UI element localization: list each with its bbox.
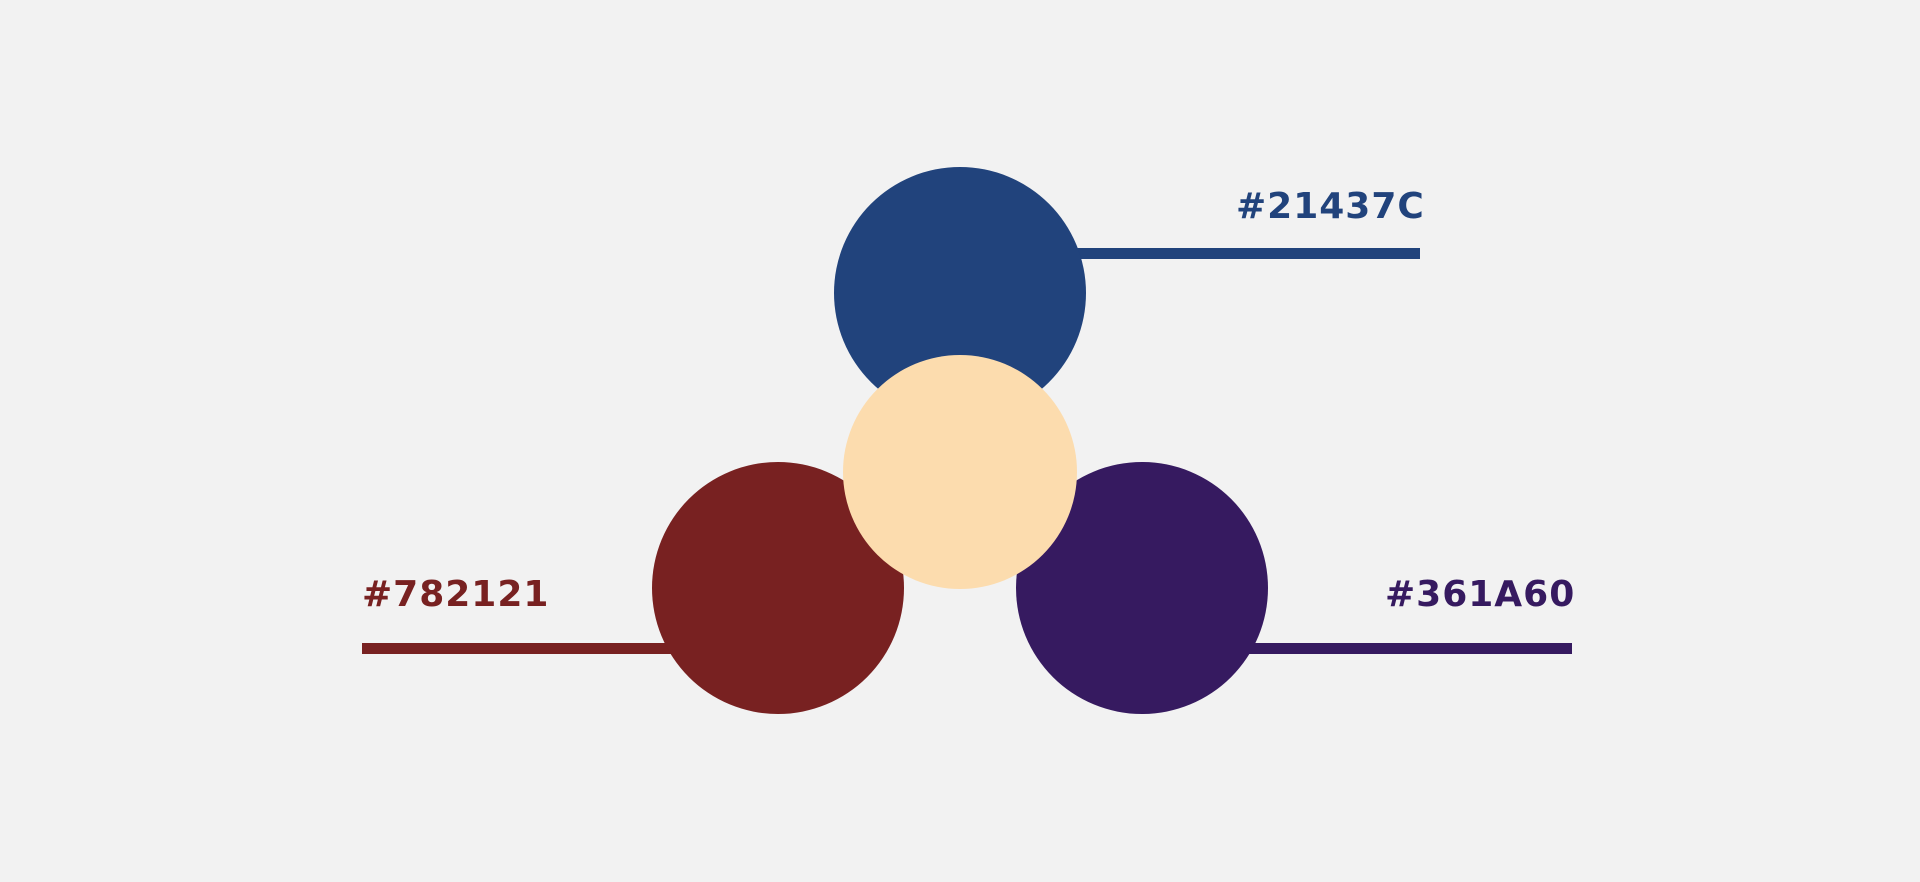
center-swatch-circle [843,355,1077,589]
purple-hex-label: #361A60 [1385,574,1576,615]
purple-swatch-line [1240,643,1572,654]
red-hex-label: #782121 [362,574,550,615]
blue-hex-label: #21437C [1236,186,1425,227]
red-swatch-line [362,643,682,654]
blue-swatch-line [1040,248,1420,259]
